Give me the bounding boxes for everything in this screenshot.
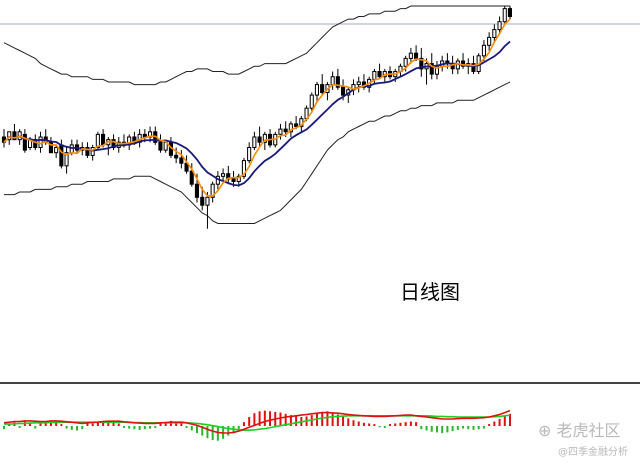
candle-body <box>330 76 335 86</box>
candle-body <box>101 133 106 146</box>
candle-body <box>335 76 340 88</box>
candle-body <box>54 147 59 154</box>
candle-body <box>403 57 408 67</box>
candle-body <box>12 131 17 141</box>
candle-body <box>507 8 512 18</box>
candle-body <box>294 123 299 128</box>
candle-body <box>236 175 241 183</box>
candle-body <box>419 57 424 70</box>
tiger-logo-icon: ⊕ <box>538 421 552 440</box>
macd-dif-line <box>3 409 511 434</box>
candle-body <box>174 154 179 159</box>
candle-body <box>320 84 325 93</box>
candle-body <box>481 44 486 57</box>
candle-body <box>194 183 199 198</box>
candle-body <box>247 147 252 162</box>
bollinger-upper-line <box>3 5 510 86</box>
candle-body <box>314 84 319 96</box>
candle-body <box>64 152 69 167</box>
watermark-brand-group: ⊕ 老虎社区 <box>538 417 621 441</box>
candle-body <box>283 128 288 133</box>
candle-body <box>278 128 283 135</box>
candle-body <box>356 81 361 86</box>
candle-layer <box>1 6 512 229</box>
candle-body <box>7 131 12 141</box>
watermark-brand: 老虎社区 <box>556 421 621 440</box>
candle-body <box>487 36 492 46</box>
candle-body <box>257 136 262 143</box>
chart-annotation: 日线图 <box>400 280 460 304</box>
candle-body <box>288 123 293 133</box>
candle-body <box>95 133 100 148</box>
candle-body <box>179 157 184 164</box>
candle-body <box>111 139 116 149</box>
candle-body <box>414 52 419 59</box>
candle-body <box>377 71 382 78</box>
candle-body <box>492 29 497 39</box>
candle-body <box>341 86 346 96</box>
candle-body <box>22 133 27 151</box>
candle-body <box>502 8 507 23</box>
candle-body <box>252 136 257 148</box>
ma-fast-line <box>3 18 511 197</box>
macd-layer <box>3 409 511 441</box>
candle-body <box>309 94 314 109</box>
candle-body <box>497 21 502 31</box>
candle-body <box>408 52 413 59</box>
candle-body <box>221 173 226 177</box>
candle-body <box>262 133 267 143</box>
moving-average-layer <box>3 18 511 197</box>
candle-body <box>59 144 64 167</box>
candle-body <box>372 71 377 80</box>
candle-body <box>231 178 236 182</box>
candle-body <box>205 196 210 206</box>
ma-slow-line <box>3 40 511 187</box>
candle-body <box>184 162 189 172</box>
candle-body <box>38 136 43 148</box>
candle-body <box>461 60 466 67</box>
candle-body <box>210 183 215 198</box>
candle-body <box>241 160 246 177</box>
bollinger-lower-line <box>4 81 511 224</box>
candle-body <box>158 141 163 151</box>
candle-body <box>429 63 434 75</box>
candle-body <box>200 196 205 206</box>
candle-body <box>85 147 90 156</box>
bollinger-layer <box>3 5 511 224</box>
candle-body <box>189 170 194 185</box>
candle-body <box>471 63 476 72</box>
watermark-handle: @四季金融分析 <box>558 447 628 458</box>
